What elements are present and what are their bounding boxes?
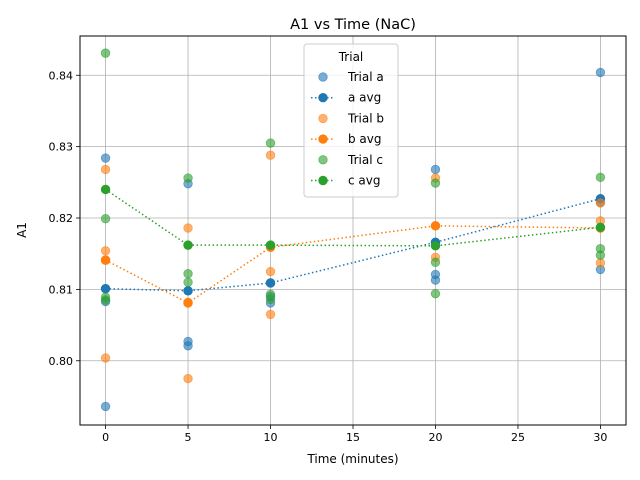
y-axis: 0.80 0.81 0.82 0.83 0.84 <box>49 69 80 368</box>
data-point <box>595 250 606 260</box>
legend-label: b avg <box>348 132 382 146</box>
legend-entry: b avg <box>311 132 382 146</box>
avg-point <box>183 286 193 296</box>
x-tick-label: 0 <box>102 431 109 444</box>
legend-marker <box>318 113 328 124</box>
data-point <box>100 153 111 163</box>
series-layer <box>100 48 606 412</box>
y-tick-label: 0.82 <box>49 212 74 225</box>
y-tick-label: 0.81 <box>49 283 74 296</box>
data-point <box>430 275 441 285</box>
data-point <box>183 268 193 279</box>
data-point <box>595 67 606 78</box>
legend-entry: c avg <box>311 174 380 188</box>
legend-entry: Trial a <box>318 70 384 84</box>
legend-label: Trial c <box>347 153 383 167</box>
data-point <box>430 257 441 267</box>
y-tick-label: 0.80 <box>49 355 74 368</box>
data-point <box>265 309 276 320</box>
legend-marker <box>318 175 328 186</box>
x-tick-label: 20 <box>428 431 442 444</box>
data-point <box>100 401 111 412</box>
data-point <box>183 223 193 233</box>
x-tick-label: 30 <box>593 431 607 444</box>
legend: Trial Trial a a avg Trial b b avg Trial c c a… <box>303 43 399 198</box>
data-point <box>265 266 276 277</box>
avg-point <box>183 240 193 250</box>
data-point <box>430 164 441 175</box>
data-point <box>183 173 193 183</box>
legend-label: Trial a <box>347 70 384 84</box>
y-tick-label: 0.84 <box>49 69 74 82</box>
data-point <box>265 150 276 160</box>
avg-point <box>595 222 606 232</box>
x-tick-label: 25 <box>511 431 525 444</box>
data-point <box>100 353 111 363</box>
avg-point <box>100 255 111 265</box>
legend-entry: Trial c <box>318 153 383 167</box>
avg-point <box>265 240 276 250</box>
avg-point <box>265 278 276 288</box>
avg-point <box>100 184 111 195</box>
legend-title: Trial <box>338 50 364 64</box>
data-point <box>183 341 193 351</box>
data-point <box>100 164 111 175</box>
legend-label: a avg <box>348 91 381 105</box>
y-axis-label: A1 <box>15 222 29 238</box>
data-point <box>595 172 606 183</box>
data-point <box>265 294 276 305</box>
x-axis: 0 5 10 15 20 25 30 <box>102 425 607 444</box>
data-point <box>430 288 441 299</box>
series-3 <box>100 48 606 305</box>
x-tick-label: 5 <box>185 431 192 444</box>
data-point <box>430 178 441 188</box>
data-point <box>595 258 606 268</box>
data-point <box>183 277 193 287</box>
legend-label: Trial b <box>347 111 384 125</box>
data-point <box>100 214 111 224</box>
data-point <box>265 138 276 148</box>
x-tick-label: 15 <box>346 431 360 444</box>
legend-marker <box>318 92 328 103</box>
data-point <box>100 48 111 58</box>
y-tick-label: 0.83 <box>49 141 74 154</box>
legend-label: c avg <box>348 174 380 188</box>
chart-title: A1 vs Time (NaC) <box>290 17 416 33</box>
legend-entries: Trial a a avg Trial b b avg Trial c c avg <box>311 70 384 188</box>
avg-point <box>100 283 111 294</box>
x-axis-label: Time (minutes) <box>306 452 398 466</box>
data-point <box>100 246 111 256</box>
x-tick-label: 10 <box>264 431 278 444</box>
legend-marker <box>318 72 328 82</box>
data-point <box>595 198 606 208</box>
avg-point <box>430 241 441 251</box>
legend-marker <box>318 155 328 165</box>
legend-marker <box>318 134 328 144</box>
data-point <box>100 295 111 305</box>
legend-entry: Trial b <box>318 111 384 125</box>
avg-point <box>183 298 193 308</box>
avg-point <box>430 221 441 231</box>
data-point <box>183 373 193 384</box>
legend-entry: a avg <box>311 91 381 105</box>
